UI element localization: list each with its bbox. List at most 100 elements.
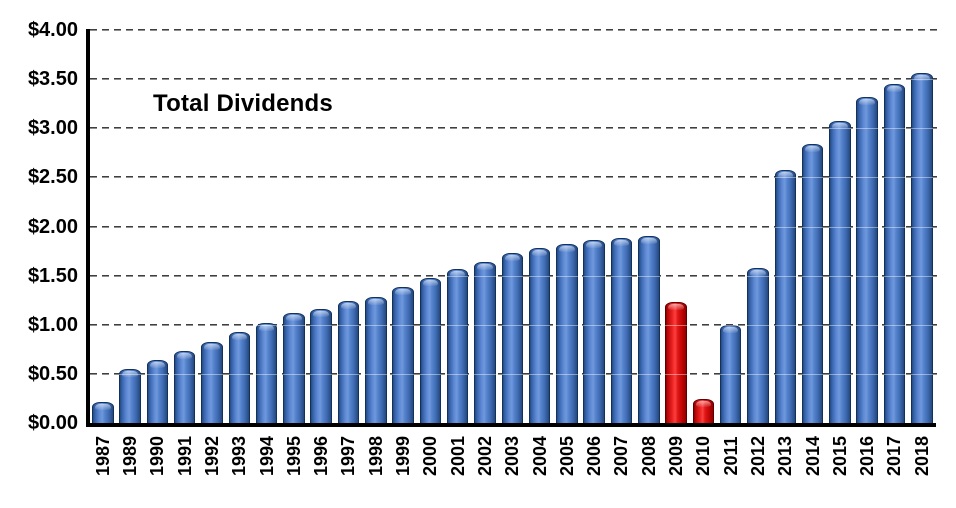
- bar-2013: [774, 170, 796, 423]
- bar-top-highlight: [504, 255, 520, 262]
- bar-top-highlight: [122, 370, 138, 377]
- bar-2004: [528, 248, 551, 423]
- x-tick-label-2012: 2012: [747, 435, 768, 477]
- bar-top-highlight: [695, 401, 712, 408]
- y-tick-label: $0.00: [27, 412, 78, 434]
- x-tick-label-1991: 1991: [174, 435, 195, 477]
- x-tick-label-2014: 2014: [802, 435, 823, 477]
- y-tick-label: $3.00: [27, 117, 78, 140]
- x-tick-label-1999: 1999: [393, 435, 414, 477]
- bar-2011: [719, 324, 742, 423]
- bar-1996: [310, 309, 332, 423]
- gridline-overlay: [90, 79, 938, 81]
- bar-2008: [638, 236, 660, 423]
- x-tick-label-2013: 2013: [775, 435, 796, 477]
- gridline-overlay: [90, 226, 938, 228]
- y-tick-label: $4.00: [27, 19, 78, 41]
- x-tick-label-1992: 1992: [201, 435, 222, 477]
- x-tick-label-2017: 2017: [884, 435, 905, 477]
- bar-top-highlight: [832, 123, 848, 130]
- x-tick-label-1990: 1990: [147, 435, 168, 477]
- bar-top-highlight: [231, 333, 247, 340]
- bar-2005: [556, 244, 578, 423]
- bar-1997: [337, 301, 360, 423]
- bar-1989: [119, 368, 141, 423]
- x-tick-label-2011: 2011: [720, 436, 741, 476]
- bar-1991: [173, 351, 196, 423]
- bar-top-highlight: [313, 311, 329, 318]
- x-tick-label-1993: 1993: [229, 435, 250, 477]
- x-tick-label-1995: 1995: [283, 435, 304, 477]
- gridline-2.50: [90, 176, 938, 179]
- bar-2010: [692, 399, 715, 423]
- x-tick-label-2004: 2004: [529, 435, 550, 477]
- gridline-2.00: [90, 225, 938, 228]
- y-tick-label: $1.00: [27, 313, 78, 336]
- bar-top-highlight: [340, 303, 357, 310]
- x-tick-label-2010: 2010: [693, 435, 714, 477]
- bar-top-highlight: [368, 299, 384, 306]
- bar-2002: [474, 261, 496, 423]
- bar-1987: [92, 402, 114, 423]
- bar-2006: [583, 240, 605, 423]
- bar-top-highlight: [668, 304, 684, 311]
- bar-2017: [883, 84, 906, 423]
- bar-2000: [419, 277, 442, 423]
- y-axis-line: [86, 29, 90, 427]
- y-tick-label: $3.50: [27, 68, 78, 91]
- bar-top-highlight: [641, 238, 657, 245]
- bar-top-highlight: [95, 404, 111, 411]
- bar-2003: [501, 253, 523, 423]
- bar-top-highlight: [149, 362, 166, 369]
- y-tick-label: $2.00: [27, 215, 78, 238]
- bar-top-highlight: [859, 98, 875, 105]
- bar-top-highlight: [886, 86, 903, 93]
- x-tick-label-1997: 1997: [338, 435, 359, 477]
- gridline-overlay: [90, 177, 938, 179]
- x-tick-label-2002: 2002: [474, 435, 495, 477]
- x-tick-label-1996: 1996: [311, 435, 332, 477]
- gridline-overlay: [90, 30, 938, 31]
- y-tick-label: $2.50: [27, 166, 78, 189]
- x-tick-label-2015: 2015: [829, 435, 850, 477]
- bar-top-highlight: [176, 353, 193, 360]
- x-tick-label-1989: 1989: [120, 435, 141, 477]
- bar-top-highlight: [449, 270, 466, 277]
- gridline-overlay: [90, 373, 938, 375]
- x-tick-label-2009: 2009: [666, 435, 687, 477]
- x-tick-label-2003: 2003: [502, 435, 523, 477]
- bar-top-highlight: [586, 242, 602, 249]
- x-tick-label-2016: 2016: [857, 435, 878, 477]
- bar-top-highlight: [914, 75, 930, 82]
- gridline-4.00: [90, 29, 938, 31]
- x-tick-label-2005: 2005: [556, 435, 577, 477]
- bar-1993: [228, 331, 250, 423]
- x-tick-label-1987: 1987: [92, 435, 113, 477]
- gridline-3.00: [90, 127, 938, 130]
- bar-top-highlight: [258, 324, 275, 331]
- gridline-3.50: [90, 78, 938, 81]
- bar-1998: [365, 297, 387, 423]
- bar-1999: [392, 287, 414, 423]
- y-tick-label: $0.50: [27, 362, 78, 385]
- bar-top-highlight: [722, 326, 739, 333]
- bar-1995: [283, 312, 305, 423]
- gridline-overlay: [90, 128, 938, 130]
- bar-2001: [446, 268, 469, 423]
- bar-top-highlight: [422, 279, 439, 286]
- bar-2015: [829, 121, 851, 423]
- x-tick-label-2006: 2006: [584, 435, 605, 477]
- bar-top-highlight: [804, 145, 821, 152]
- bar-top-highlight: [286, 314, 302, 321]
- y-tick-label: $1.50: [27, 264, 78, 287]
- x-tick-label-2000: 2000: [420, 435, 441, 477]
- bar-top-highlight: [750, 269, 766, 276]
- bar-2012: [747, 267, 769, 423]
- bar-2018: [911, 73, 933, 423]
- x-tick-label-1998: 1998: [365, 435, 386, 477]
- bar-top-highlight: [777, 172, 793, 179]
- bar-2009: [665, 302, 687, 423]
- x-tick-label-2008: 2008: [638, 435, 659, 477]
- bar-top-highlight: [395, 289, 411, 296]
